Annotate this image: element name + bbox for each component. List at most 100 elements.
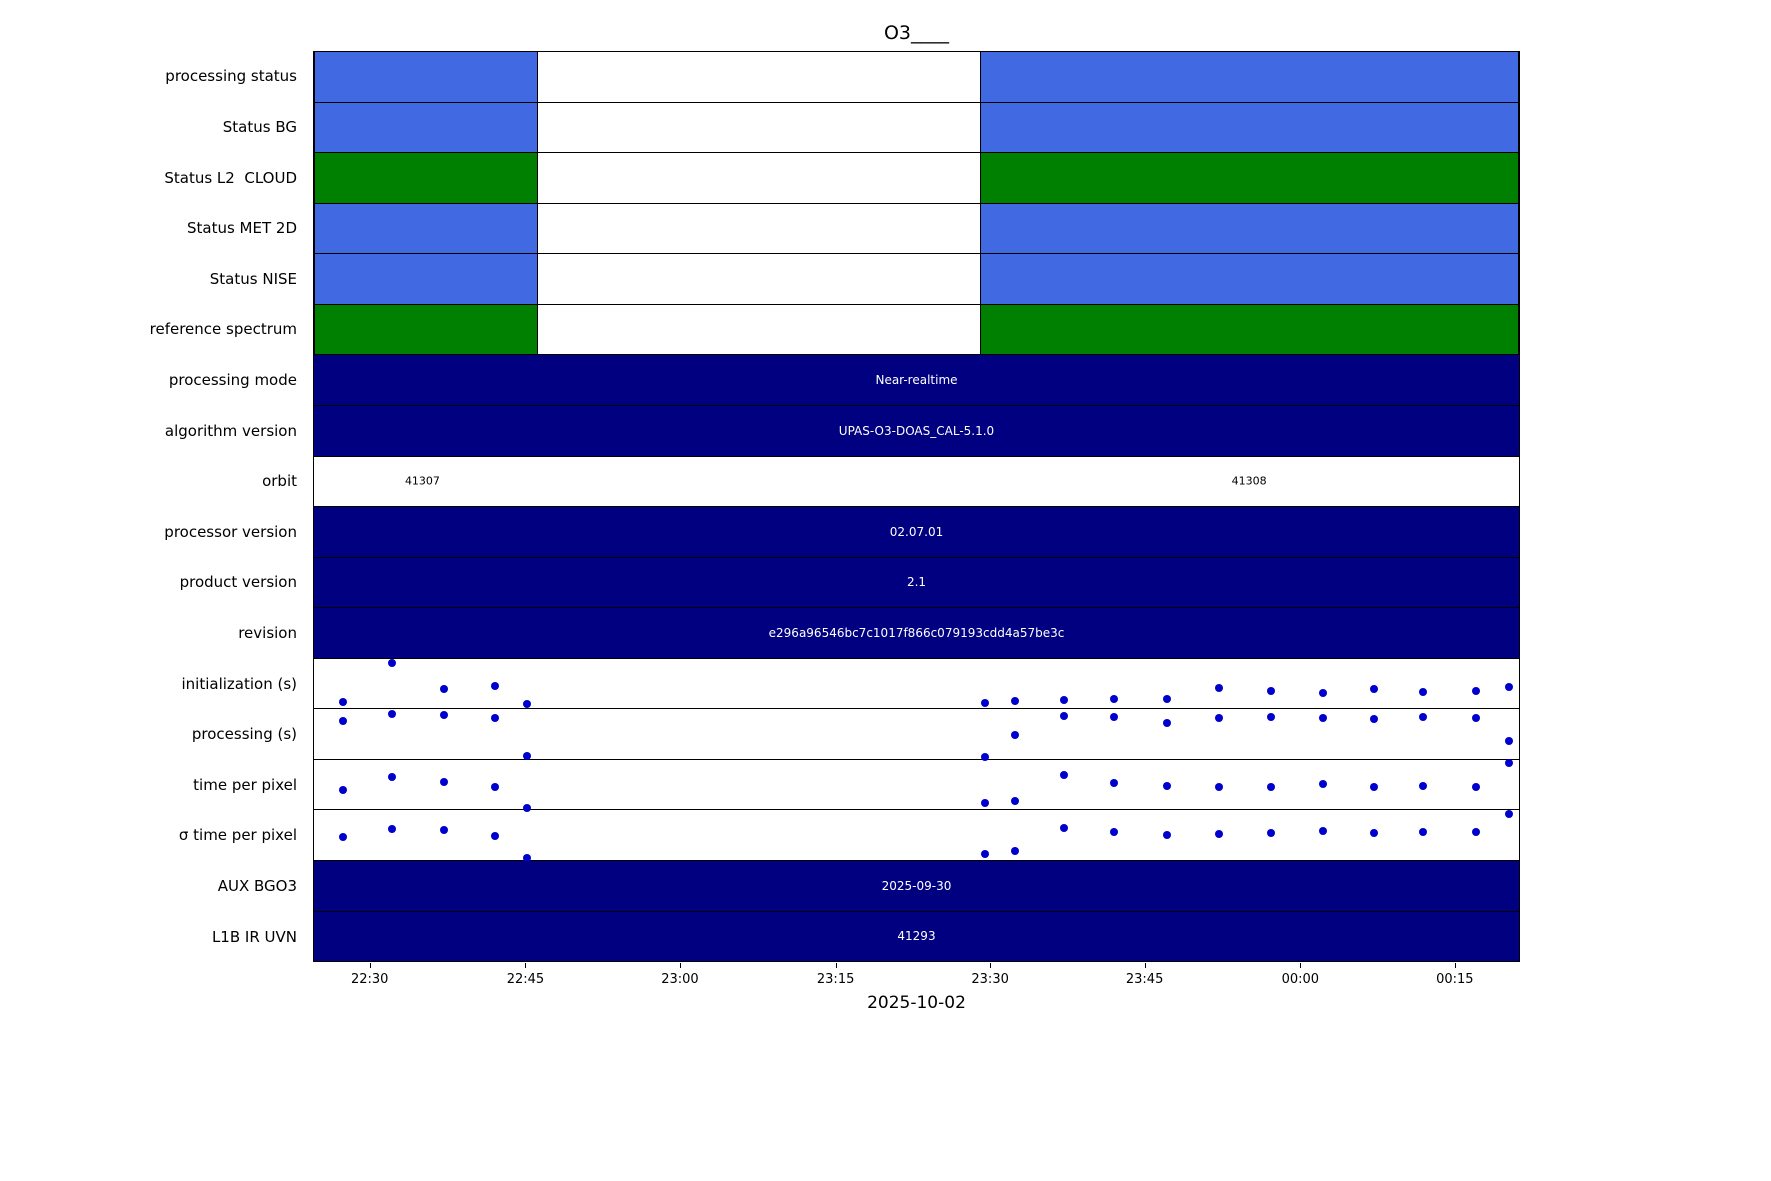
row-label-product-version: product version xyxy=(179,573,297,592)
coverage-bar xyxy=(980,203,1519,254)
plot-area: Near-realtime UPAS-O3-DOAS_CAL-5.1.0 41307… xyxy=(313,51,1520,962)
value-bar: 41293 xyxy=(314,911,1519,962)
scatter-point xyxy=(1318,779,1327,788)
scatter-point xyxy=(1505,810,1514,819)
scatter-point xyxy=(1505,682,1514,691)
scatter-point xyxy=(1214,830,1223,839)
coverage-bar xyxy=(314,102,539,153)
row-9-processor-version: 02.07.01 xyxy=(314,507,1519,558)
scatter-point xyxy=(523,854,532,863)
row-2-status-l2-cloud xyxy=(314,153,1519,204)
scatter-point xyxy=(1266,829,1275,838)
scatter-point xyxy=(388,772,397,781)
x-tick-label: 23:15 xyxy=(816,972,855,987)
scatter-point xyxy=(388,658,397,667)
coverage-bar xyxy=(314,254,539,304)
value-bar: 2025-09-30 xyxy=(314,861,1519,911)
scatter-point xyxy=(1011,731,1020,740)
row-label-processor-version: processor version xyxy=(164,522,297,541)
row-label-status-l2-cloud: Status L2 CLOUD xyxy=(164,168,297,187)
row-label-aux-bgo3: AUX BGO3 xyxy=(217,877,297,896)
x-tick-label: 00:00 xyxy=(1281,972,1320,987)
scatter-point xyxy=(388,710,397,719)
value-text: 02.07.01 xyxy=(889,524,944,539)
scatter-point xyxy=(1059,824,1068,833)
value-text: UPAS-O3-DOAS_CAL-5.1.0 xyxy=(838,423,995,438)
scatter-point xyxy=(1214,782,1223,791)
row-14-time-per-pixel xyxy=(314,758,1519,813)
value-text: 2025-09-30 xyxy=(881,878,952,893)
scatter-point xyxy=(490,832,499,841)
row-label-revision: revision xyxy=(238,624,297,642)
scatter-point xyxy=(1318,689,1327,698)
scatter-point xyxy=(1505,758,1514,767)
row-16-aux-bgo3: 2025-09-30 xyxy=(314,861,1519,912)
x-tick-mark xyxy=(990,963,992,968)
scatter-point xyxy=(338,717,347,726)
scatter-point xyxy=(1418,713,1427,722)
x-tick-label: 22:45 xyxy=(506,972,545,987)
x-tick-mark xyxy=(1454,963,1456,968)
scatter-point xyxy=(1011,847,1020,856)
row-15-time-per-pixel xyxy=(314,810,1519,863)
coverage-bar xyxy=(980,304,1519,355)
scatter-point xyxy=(981,752,990,761)
scatter-point xyxy=(1059,712,1068,721)
scatter-point xyxy=(1214,714,1223,723)
scatter-point xyxy=(1471,828,1480,837)
row-7-algorithm-version: UPAS-O3-DOAS_CAL-5.1.0 xyxy=(314,405,1519,457)
x-tick-label: 23:00 xyxy=(661,972,699,987)
scatter-point xyxy=(1266,782,1275,791)
scatter-point xyxy=(490,782,499,791)
scatter-point xyxy=(1266,687,1275,696)
coverage-bar xyxy=(314,203,539,254)
scatter-point xyxy=(523,700,532,709)
coverage-bar xyxy=(980,102,1519,153)
x-tick-mark xyxy=(525,963,527,968)
scatter-point xyxy=(1418,828,1427,837)
scatter-point xyxy=(1318,827,1327,836)
row-8-orbit: 41307 41308 xyxy=(314,457,1519,508)
scatter-point xyxy=(1163,695,1172,704)
coverage-bar xyxy=(314,52,539,102)
scatter-point xyxy=(338,833,347,842)
scatter-point xyxy=(1059,770,1068,779)
scatter-point xyxy=(1163,831,1172,840)
coverage-bar xyxy=(314,153,539,203)
scatter-point xyxy=(338,785,347,794)
row-label-algorithm-version: algorithm version xyxy=(164,421,297,440)
scatter-point xyxy=(1505,737,1514,746)
row-10-product-version: 2.1 xyxy=(314,557,1519,609)
value-text: 41293 xyxy=(897,929,936,944)
row-label-time-per-pixel: σ time per pixel xyxy=(178,826,297,845)
value-bar: Near-realtime xyxy=(314,355,1519,405)
x-axis-label: 2025-10-02 xyxy=(867,993,966,1013)
orbit-number: 41308 xyxy=(1231,474,1267,488)
scatter-point xyxy=(440,826,449,835)
scatter-point xyxy=(490,681,499,690)
scatter-point xyxy=(1418,688,1427,697)
row-12-initialization-s xyxy=(314,658,1519,710)
scatter-point xyxy=(1163,781,1172,790)
row-label-processing-mode: processing mode xyxy=(168,370,297,389)
x-tick-label: 23:45 xyxy=(1125,972,1164,987)
x-tick-mark xyxy=(369,963,371,968)
scatter-point xyxy=(981,850,990,859)
scatter-point xyxy=(1011,796,1020,805)
row-label-processing-s: processing (s) xyxy=(191,725,297,744)
x-tick-mark xyxy=(1144,963,1146,968)
scatter-point xyxy=(1110,713,1119,722)
row-3-status-met-2d xyxy=(314,203,1519,255)
value-text: Near-realtime xyxy=(875,373,958,388)
scatter-point xyxy=(1471,782,1480,791)
scatter-point xyxy=(1059,696,1068,705)
row-label-reference-spectrum: reference spectrum xyxy=(149,320,297,339)
row-11-revision: e296a96546bc7c1017f866c079193cdd4a57be3c xyxy=(314,608,1519,659)
row-label-orbit: orbit xyxy=(262,472,297,491)
scatter-point xyxy=(1370,715,1379,724)
scatter-point xyxy=(1318,714,1327,723)
chart-title: O3____ xyxy=(883,22,950,44)
scatter-point xyxy=(1163,719,1172,728)
row-labels: processing status Status BG Status L2 CLOU… xyxy=(0,51,306,962)
scatter-point xyxy=(1471,687,1480,696)
